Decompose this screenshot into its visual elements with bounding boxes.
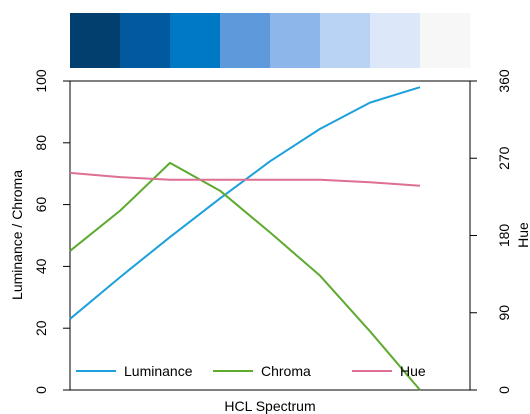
color-swatch <box>370 13 421 68</box>
legend-label-luminance: Luminance <box>124 363 193 379</box>
color-swatch <box>220 13 271 68</box>
left-tick-label: 80 <box>33 135 49 151</box>
left-y-axis: 0 20 40 60 80 100 <box>33 69 70 394</box>
left-tick-label: 60 <box>33 197 49 213</box>
color-swatch-bar <box>70 13 471 68</box>
right-tick-label: 0 <box>496 386 512 394</box>
color-swatch <box>270 13 321 68</box>
color-swatch <box>70 13 121 68</box>
left-tick-label: 100 <box>33 69 49 93</box>
plot-frame <box>69 80 471 391</box>
series-line-luminance <box>69 86 421 320</box>
legend: Luminance Chroma Hue <box>76 363 426 379</box>
color-swatch <box>170 13 221 68</box>
color-swatch <box>320 13 371 68</box>
left-y-axis-label: Luminance / Chroma <box>9 170 25 300</box>
color-swatch <box>420 13 471 68</box>
right-tick-label: 90 <box>496 305 512 321</box>
right-y-axis-label: Hue <box>515 222 530 248</box>
x-axis-label: HCL Spectrum <box>224 398 315 414</box>
left-tick-label: 0 <box>33 386 49 394</box>
right-tick-label: 270 <box>496 146 512 170</box>
series-line-chroma <box>69 161 421 391</box>
series-lines <box>69 86 421 391</box>
color-swatch <box>120 13 171 68</box>
left-tick-label: 40 <box>33 258 49 274</box>
right-tick-label: 180 <box>496 224 512 248</box>
legend-label-chroma: Chroma <box>261 363 311 379</box>
right-tick-label: 360 <box>496 69 512 93</box>
legend-label-hue: Hue <box>400 363 426 379</box>
left-tick-label: 20 <box>33 320 49 336</box>
series-line-hue <box>69 171 421 187</box>
right-y-axis: 0 90 180 270 360 <box>470 69 512 394</box>
